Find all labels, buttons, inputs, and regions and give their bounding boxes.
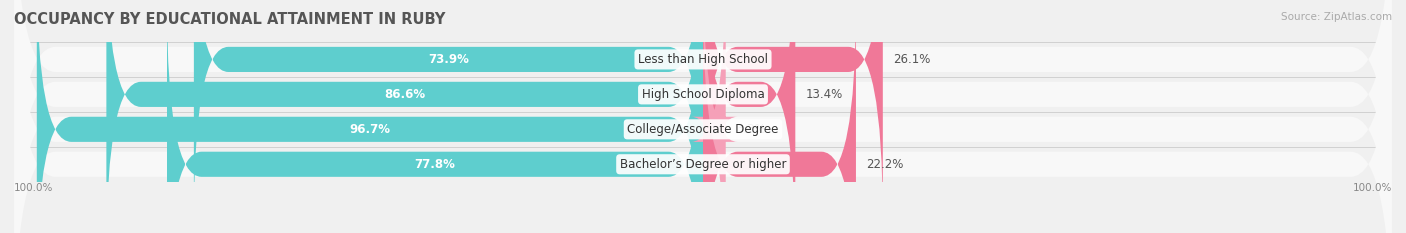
FancyBboxPatch shape [14,0,1392,233]
FancyBboxPatch shape [14,0,1392,233]
Text: 13.4%: 13.4% [806,88,844,101]
Text: OCCUPANCY BY EDUCATIONAL ATTAINMENT IN RUBY: OCCUPANCY BY EDUCATIONAL ATTAINMENT IN R… [14,12,446,27]
Text: Less than High School: Less than High School [638,53,768,66]
Text: 73.9%: 73.9% [427,53,468,66]
FancyBboxPatch shape [703,0,796,233]
FancyBboxPatch shape [703,2,856,233]
FancyBboxPatch shape [692,0,738,233]
FancyBboxPatch shape [14,0,1392,233]
Text: 77.8%: 77.8% [415,158,456,171]
Text: 100.0%: 100.0% [14,183,53,193]
Text: 22.2%: 22.2% [866,158,904,171]
FancyBboxPatch shape [703,0,883,222]
Text: High School Diploma: High School Diploma [641,88,765,101]
FancyBboxPatch shape [194,0,703,222]
FancyBboxPatch shape [14,0,1392,233]
Legend: Owner-occupied, Renter-occupied: Owner-occupied, Renter-occupied [576,230,830,233]
Text: 96.7%: 96.7% [350,123,391,136]
Text: 100.0%: 100.0% [1353,183,1392,193]
Text: 26.1%: 26.1% [893,53,931,66]
Text: 86.6%: 86.6% [384,88,425,101]
FancyBboxPatch shape [167,2,703,233]
FancyBboxPatch shape [107,0,703,233]
Text: Source: ZipAtlas.com: Source: ZipAtlas.com [1281,12,1392,22]
Text: College/Associate Degree: College/Associate Degree [627,123,779,136]
Text: 3.3%: 3.3% [737,123,766,136]
Text: Bachelor’s Degree or higher: Bachelor’s Degree or higher [620,158,786,171]
FancyBboxPatch shape [37,0,703,233]
